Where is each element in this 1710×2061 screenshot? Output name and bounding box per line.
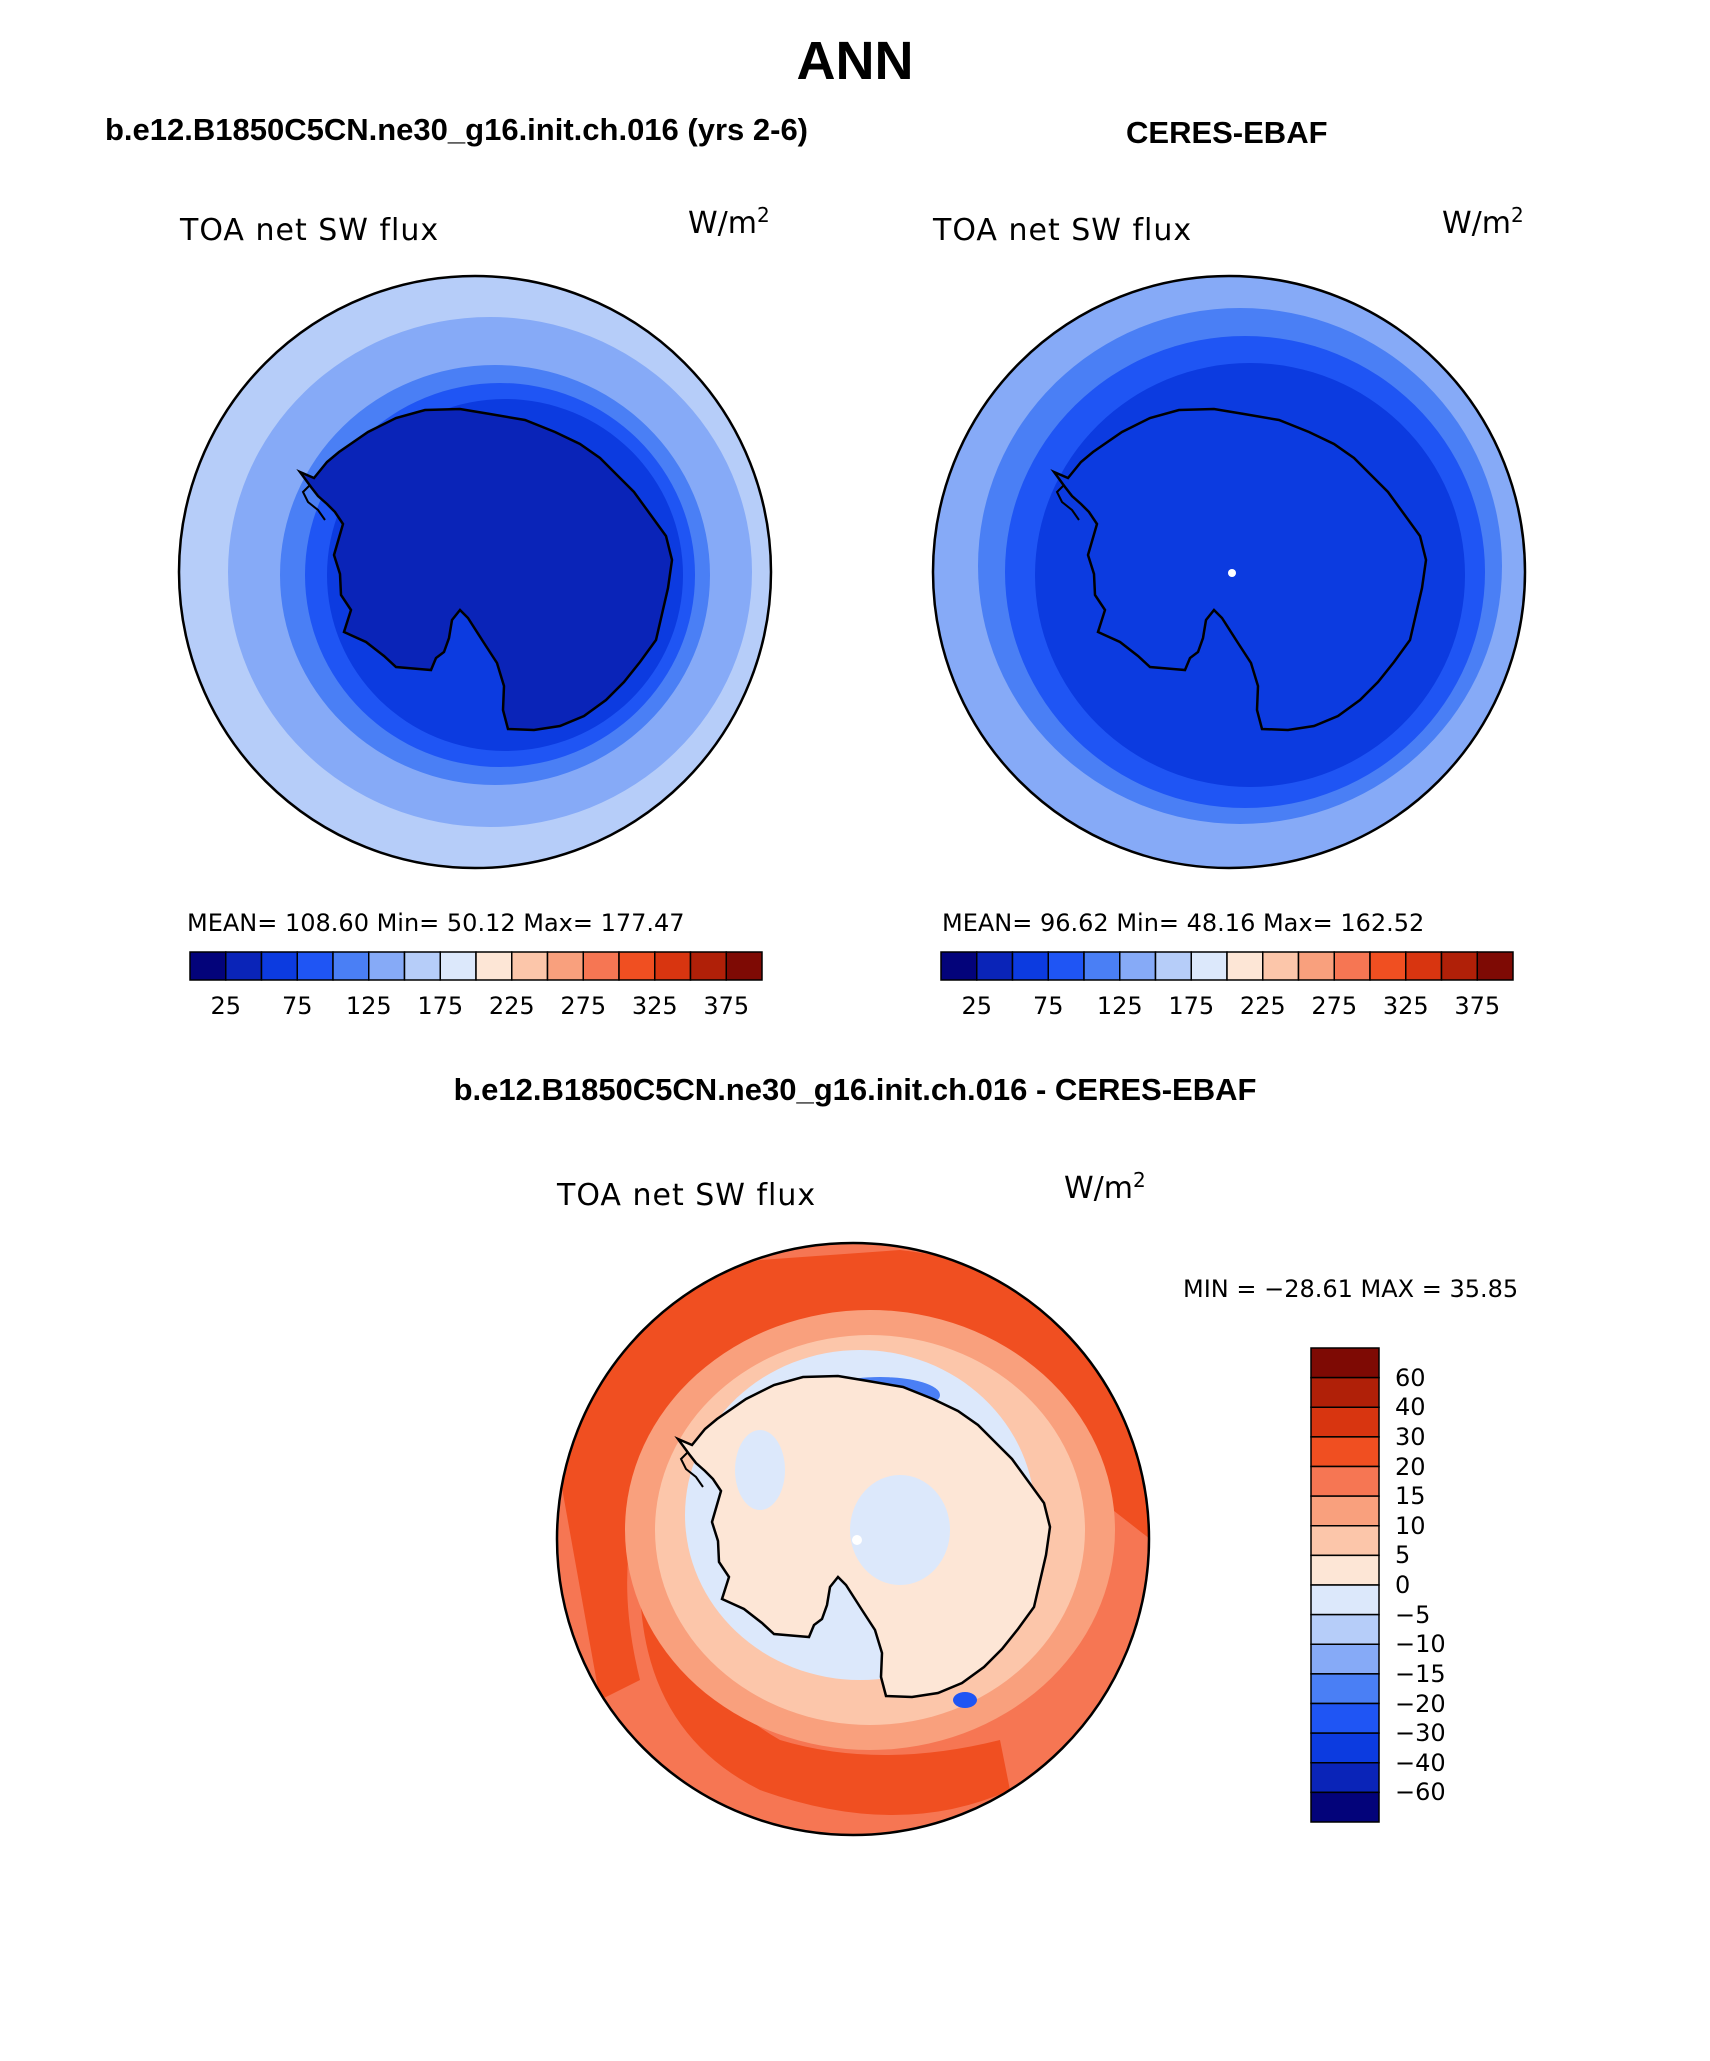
colorbar-swatch: [475, 951, 513, 981]
colorbar-swatch: [1047, 951, 1085, 981]
colorbar-swatch: [1310, 1406, 1380, 1438]
colorbar-swatch: [1154, 951, 1192, 981]
colorbar-tick-label: 0: [1395, 1571, 1411, 1599]
colorbar-swatch: [1226, 951, 1264, 981]
colorbar-swatch: [1310, 1525, 1380, 1557]
colorbar-tick-label: 75: [1032, 992, 1064, 1020]
colorbar-tick-label: 40: [1395, 1393, 1426, 1422]
colorbar-tick-label: 225: [488, 992, 535, 1020]
right-panel-title: CERES-EBAF: [1126, 115, 1328, 150]
colorbar-tick-label: 175: [1168, 992, 1215, 1020]
colorbar-swatch: [1310, 1554, 1380, 1586]
colorbar-tick-label: 25: [210, 992, 242, 1020]
colorbar-tick-label: 10: [1395, 1511, 1426, 1540]
colorbar-swatch: [1310, 1762, 1380, 1794]
colorbar-swatch: [689, 951, 727, 981]
right-pole-missing-point: [1228, 569, 1236, 577]
colorbar-swatch: [1476, 951, 1514, 981]
colorbar-tick-label: 375: [703, 992, 750, 1020]
colorbar-tick-label: 275: [1311, 992, 1358, 1020]
difference-panel-title: b.e12.B1850C5CN.ne30_g16.init.ch.016 - C…: [453, 1072, 1257, 1107]
colorbar-tick-label: 30: [1395, 1422, 1426, 1451]
colorbar-swatch: [296, 951, 334, 981]
colorbar-swatch: [1297, 951, 1335, 981]
colorbar-swatch: [1310, 1702, 1380, 1734]
left-antarctica-coastline: [296, 407, 674, 732]
colorbar-swatch: [654, 951, 692, 981]
colorbar-tick-label: 275: [560, 992, 607, 1020]
colorbar-swatch: [368, 951, 406, 981]
colorbar-tick-label: 225: [1239, 992, 1286, 1020]
colorbar-swatch: [1119, 951, 1157, 981]
colorbar-swatch: [1011, 951, 1049, 981]
colorbar-swatch: [1333, 951, 1371, 981]
colorbar-tick-label: −5: [1395, 1600, 1431, 1629]
colorbar-tick-label: 60: [1395, 1363, 1426, 1392]
colorbar-tick-label: 5: [1395, 1541, 1411, 1570]
left-units-label: W/m2: [688, 203, 770, 241]
diff-min-max-stats: MIN = −28.61 MAX = 35.85: [1183, 1275, 1519, 1303]
colorbar-tick-label: 325: [1382, 992, 1429, 1020]
colorbar-swatch: [1310, 1732, 1380, 1764]
colorbar-tick-label: −15: [1395, 1659, 1446, 1688]
colorbar-swatch: [546, 951, 584, 981]
colorbar-swatch: [618, 951, 656, 981]
colorbar-swatch: [1310, 1495, 1380, 1527]
colorbar-tick-label: −30: [1395, 1719, 1446, 1748]
left-stats: MEAN= 108.60 Min= 50.12 Max= 177.47: [187, 909, 685, 937]
colorbar-tick-label: 325: [631, 992, 678, 1020]
colorbar-swatch: [1310, 1673, 1380, 1705]
colorbar-swatch: [1310, 1465, 1380, 1497]
colorbar-tick-label: −10: [1395, 1630, 1446, 1659]
colorbar-swatch: [403, 951, 441, 981]
colorbar-tick-label: 15: [1395, 1482, 1426, 1511]
colorbar-swatch: [1405, 951, 1443, 981]
colorbar-swatch: [1262, 951, 1300, 981]
colorbar-swatch: [511, 951, 549, 981]
figure-title: ANN: [796, 31, 914, 91]
colorbar-swatch: [1310, 1584, 1380, 1616]
colorbar-swatch: [189, 951, 227, 981]
colorbar-tick-label: −40: [1395, 1748, 1446, 1777]
right-units-label: W/m2: [1442, 203, 1524, 241]
right-antarctica-coastline: [1050, 407, 1428, 732]
right-colorbar: [940, 951, 1514, 981]
colorbar-swatch: [225, 951, 263, 981]
right-variable-label: TOA net SW flux: [933, 213, 1193, 248]
colorbar-swatch: [940, 951, 978, 981]
colorbar-tick-label: −20: [1395, 1689, 1446, 1718]
colorbar-swatch: [1310, 1347, 1380, 1379]
colorbar-swatch: [1310, 1613, 1380, 1645]
colorbar-tick-label: 125: [1096, 992, 1143, 1020]
colorbar-tick-label: −60: [1395, 1778, 1446, 1807]
colorbar-swatch: [725, 951, 763, 981]
left-panel-title: b.e12.B1850C5CN.ne30_g16.init.ch.016 (yr…: [105, 112, 809, 147]
colorbar-swatch: [1310, 1436, 1380, 1468]
colorbar-swatch: [1190, 951, 1228, 981]
colorbar-swatch: [1310, 1791, 1380, 1823]
colorbar-swatch: [582, 951, 620, 981]
diff-variable-label: TOA net SW flux: [557, 1178, 817, 1213]
colorbar-swatch: [439, 951, 477, 981]
colorbar-tick-label: 175: [417, 992, 464, 1020]
colorbar-swatch: [1310, 1376, 1380, 1408]
colorbar-tick-label: 125: [345, 992, 392, 1020]
colorbar-tick-label: 25: [961, 992, 993, 1020]
colorbar-tick-label: 20: [1395, 1452, 1426, 1481]
colorbar-swatch: [1369, 951, 1407, 981]
right-stats: MEAN= 96.62 Min= 48.16 Max= 162.52: [942, 909, 1425, 937]
diff-units-label: W/m2: [1064, 1168, 1146, 1206]
colorbar-swatch: [260, 951, 298, 981]
colorbar-swatch: [976, 951, 1014, 981]
colorbar-swatch: [1310, 1643, 1380, 1675]
colorbar-swatch: [332, 951, 370, 981]
left-variable-label: TOA net SW flux: [180, 213, 440, 248]
colorbar-tick-label: 375: [1454, 992, 1501, 1020]
left-colorbar: [189, 951, 763, 981]
colorbar-swatch: [1083, 951, 1121, 981]
diff-colorbar: [1310, 1347, 1380, 1823]
colorbar-tick-label: 75: [281, 992, 313, 1020]
colorbar-swatch: [1440, 951, 1478, 981]
